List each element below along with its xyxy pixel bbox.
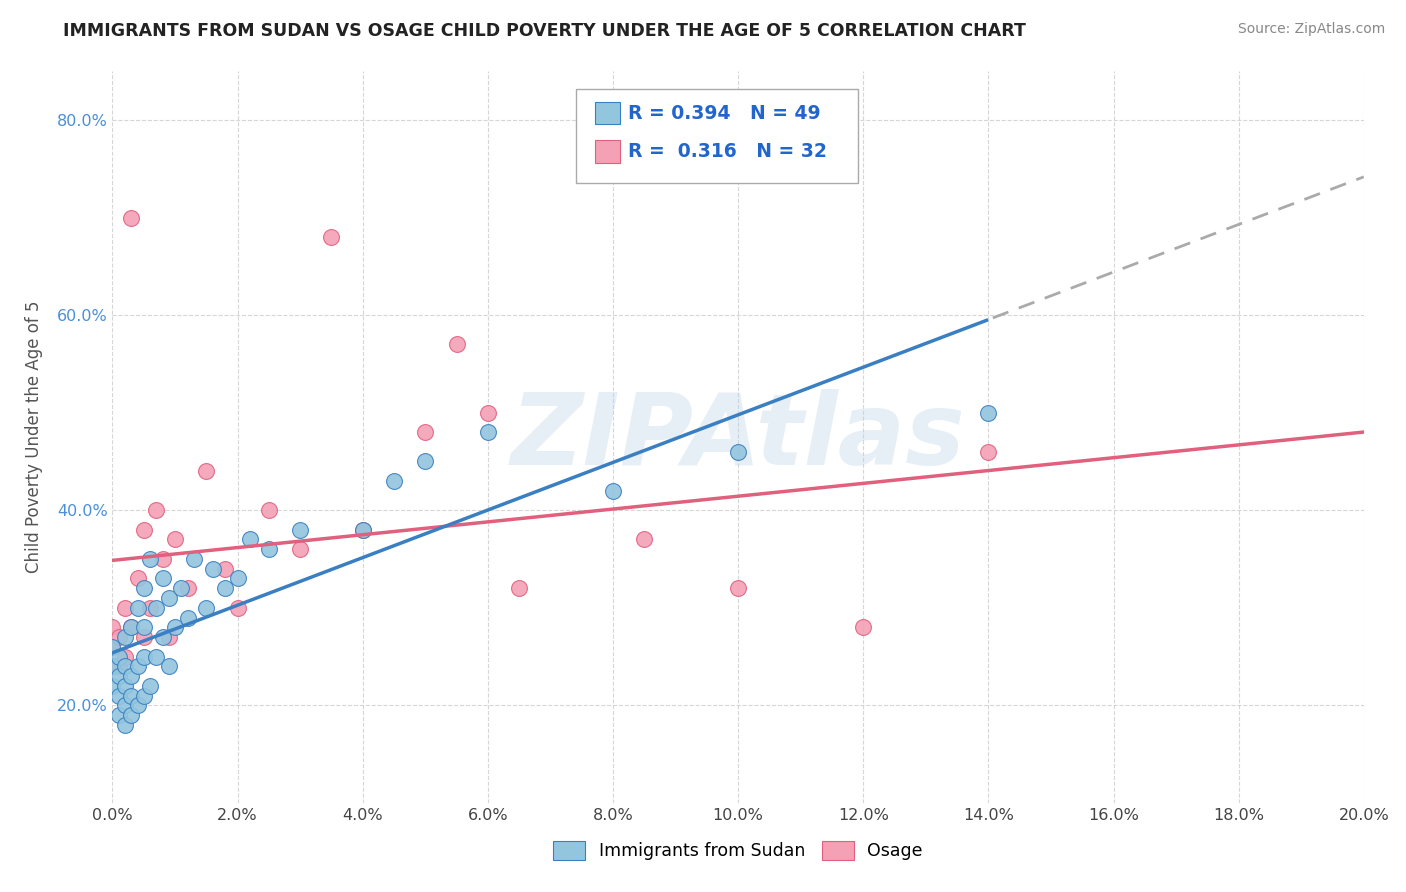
Point (127, 572, 149, 586)
Point (107, 630, 129, 644)
Point (132, 630, 155, 644)
Point (139, 679, 162, 693)
Point (727, 444, 749, 458)
Point (257, 542, 280, 557)
Point (145, 600, 167, 615)
Point (132, 620, 155, 634)
Point (120, 211, 142, 225)
Point (152, 630, 174, 644)
Point (114, 630, 136, 644)
Point (145, 503, 167, 517)
Point (201, 562, 224, 576)
Point (170, 581, 193, 595)
Point (114, 679, 136, 693)
Point (127, 600, 149, 615)
Point (152, 572, 174, 586)
Point (163, 533, 186, 547)
Point (152, 552, 174, 566)
Point (602, 483, 624, 498)
Text: R =  0.316   N = 32: R = 0.316 N = 32 (628, 142, 827, 161)
Y-axis label: Child Poverty Under the Age of 5: Child Poverty Under the Age of 5 (25, 301, 42, 574)
Point (157, 630, 180, 644)
Point (107, 689, 129, 703)
Text: IMMIGRANTS FROM SUDAN VS OSAGE CHILD POVERTY UNDER THE AGE OF 5 CORRELATION CHAR: IMMIGRANTS FROM SUDAN VS OSAGE CHILD POV… (63, 22, 1026, 40)
Point (176, 581, 198, 595)
Point (107, 649, 129, 664)
Point (132, 523, 155, 537)
Point (183, 552, 205, 566)
Point (157, 591, 180, 605)
Point (415, 454, 437, 468)
Point (107, 708, 129, 723)
Point (101, 640, 124, 654)
Point (132, 689, 155, 703)
Point (114, 600, 136, 615)
Point (107, 669, 129, 683)
Point (477, 406, 499, 420)
Point (214, 562, 236, 576)
Point (977, 444, 1000, 458)
Point (101, 679, 124, 693)
Point (727, 581, 749, 595)
Point (107, 659, 129, 673)
Point (120, 669, 142, 683)
Point (290, 523, 312, 537)
Point (257, 503, 280, 517)
Point (477, 425, 499, 440)
Point (120, 708, 142, 723)
Point (195, 600, 218, 615)
Point (382, 474, 405, 488)
Point (132, 581, 155, 595)
Point (114, 649, 136, 664)
Point (139, 600, 162, 615)
Point (163, 620, 186, 634)
Point (114, 698, 136, 713)
Point (120, 689, 142, 703)
Point (977, 406, 1000, 420)
Point (226, 600, 249, 615)
Point (120, 620, 142, 634)
Point (226, 572, 249, 586)
Point (176, 610, 198, 624)
Point (446, 337, 468, 351)
Point (633, 533, 655, 547)
Point (127, 698, 149, 713)
Text: ZIPAtlas: ZIPAtlas (510, 389, 966, 485)
Point (290, 542, 312, 557)
Legend: Immigrants from Sudan, Osage: Immigrants from Sudan, Osage (547, 834, 929, 867)
Point (127, 659, 149, 673)
Text: R = 0.394   N = 49: R = 0.394 N = 49 (628, 103, 821, 123)
Point (101, 640, 124, 654)
Point (101, 659, 124, 673)
Point (352, 523, 374, 537)
Point (114, 659, 136, 673)
Point (415, 425, 437, 440)
Point (321, 230, 343, 244)
Point (145, 649, 167, 664)
Point (139, 552, 162, 566)
Point (114, 718, 136, 732)
Point (157, 659, 180, 673)
Point (852, 620, 875, 634)
Point (101, 620, 124, 634)
Point (214, 581, 236, 595)
Point (132, 649, 155, 664)
Point (508, 581, 530, 595)
Point (239, 533, 262, 547)
Text: Source: ZipAtlas.com: Source: ZipAtlas.com (1237, 22, 1385, 37)
Point (352, 523, 374, 537)
Point (195, 464, 218, 478)
Point (120, 620, 142, 634)
